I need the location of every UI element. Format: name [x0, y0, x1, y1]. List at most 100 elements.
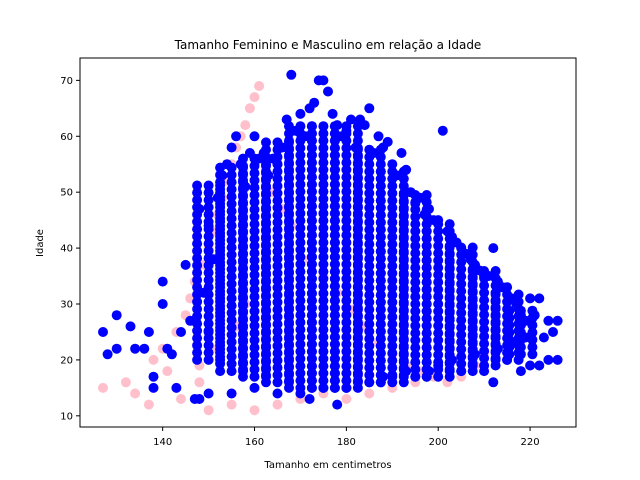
point-blue: [261, 355, 271, 366]
point-blue: [203, 267, 214, 278]
point-blue: [238, 342, 248, 353]
point-blue: [226, 228, 237, 238]
point-blue: [456, 366, 467, 377]
point-blue: [352, 275, 363, 286]
point-blue: [261, 166, 271, 177]
point-blue: [249, 328, 260, 339]
point-blue: [261, 311, 271, 322]
point-blue: [329, 215, 340, 226]
point-blue: [375, 195, 386, 206]
point-blue: [364, 239, 375, 250]
point-blue: [261, 210, 271, 221]
point-blue: [387, 275, 398, 286]
point-blue: [375, 181, 386, 191]
point-blue: [272, 210, 283, 221]
point-blue: [284, 368, 294, 379]
point-blue: [387, 188, 398, 199]
point-blue: [433, 255, 444, 266]
point-blue: [479, 346, 490, 356]
point-blue: [203, 202, 214, 213]
point-blue: [261, 152, 271, 162]
point-blue: [398, 349, 409, 360]
point-blue: [421, 299, 432, 309]
point-blue: [387, 362, 398, 373]
point-blue: [295, 172, 306, 183]
y-axis-label: Idade: [35, 229, 46, 257]
point-blue: [364, 311, 375, 322]
point-blue: [341, 310, 352, 321]
point-blue: [504, 327, 515, 338]
point-blue: [387, 217, 398, 228]
point-blue: [261, 340, 271, 351]
point-blue: [226, 322, 237, 333]
point-blue: [329, 382, 340, 393]
y-tick-label: 50: [60, 188, 73, 199]
point-blue: [226, 191, 237, 202]
point-blue: [203, 296, 214, 307]
point-blue: [329, 208, 340, 219]
point-blue: [192, 187, 203, 198]
point-blue: [421, 357, 432, 368]
point-blue: [192, 333, 203, 344]
point-blue: [318, 273, 329, 284]
point-blue: [527, 313, 538, 323]
point-blue: [410, 197, 421, 208]
point-blue: [410, 342, 421, 353]
point-blue: [318, 143, 329, 153]
point-blue: [364, 166, 375, 177]
point-blue: [341, 193, 352, 204]
point-blue: [352, 362, 363, 373]
point-blue: [261, 246, 271, 257]
point-blue: [364, 268, 375, 279]
point-blue: [341, 324, 352, 335]
point-blue: [490, 304, 501, 314]
point-blue: [215, 307, 226, 318]
point-blue: [387, 173, 398, 184]
x-tick-label: 180: [337, 437, 356, 448]
point-blue: [456, 337, 467, 347]
point-blue: [341, 259, 352, 270]
point-blue: [226, 249, 237, 260]
point-blue: [272, 297, 283, 308]
point-blue: [318, 215, 329, 226]
point-blue: [387, 377, 398, 388]
point-blue: [373, 131, 384, 142]
point-blue: [527, 342, 538, 353]
point-blue: [375, 268, 386, 279]
x-axis-ticks: 140 160 180 200 220: [153, 427, 540, 448]
point-blue: [295, 295, 306, 306]
point-blue: [352, 152, 363, 162]
point-blue: [238, 364, 248, 375]
point-blue: [543, 354, 554, 365]
point-blue: [226, 242, 237, 253]
point-blue: [272, 290, 283, 301]
point-blue: [515, 334, 526, 345]
point-blue: [433, 262, 444, 273]
point-blue: [192, 231, 203, 242]
point-blue: [272, 246, 283, 257]
point-blue: [490, 340, 501, 351]
point-blue: [284, 150, 294, 161]
point-blue: [329, 332, 340, 342]
point-blue: [387, 333, 398, 344]
point-blue: [387, 246, 398, 257]
point-blue: [295, 259, 306, 270]
point-blue: [488, 377, 499, 388]
point-blue: [467, 242, 478, 253]
point-blue: [215, 235, 226, 246]
point-blue: [329, 259, 340, 270]
point-blue: [272, 340, 283, 351]
point-blue: [272, 202, 283, 213]
point-blue: [139, 343, 150, 354]
point-blue: [341, 288, 352, 299]
point-blue: [238, 291, 248, 302]
point-blue: [215, 315, 226, 326]
point-blue: [552, 354, 563, 365]
point-blue: [272, 275, 283, 286]
point-blue: [444, 300, 455, 311]
point-blue: [284, 252, 294, 262]
point-blue: [215, 198, 226, 209]
point-blue: [329, 266, 340, 277]
point-blue: [318, 281, 329, 292]
point-blue: [329, 339, 340, 350]
